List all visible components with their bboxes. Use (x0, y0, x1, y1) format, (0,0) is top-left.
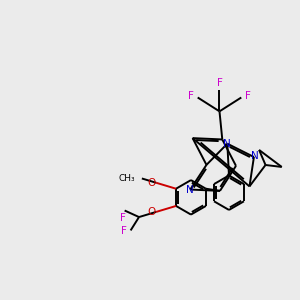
Text: F: F (188, 92, 194, 101)
Text: F: F (217, 78, 222, 88)
Text: N: N (251, 151, 259, 161)
Text: CH₃: CH₃ (118, 174, 135, 183)
Text: F: F (121, 226, 127, 236)
Text: N: N (224, 139, 231, 149)
Text: F: F (120, 213, 126, 224)
Text: O: O (147, 207, 155, 217)
Text: N: N (186, 184, 194, 194)
Text: F: F (245, 92, 251, 101)
Text: O: O (147, 178, 155, 188)
